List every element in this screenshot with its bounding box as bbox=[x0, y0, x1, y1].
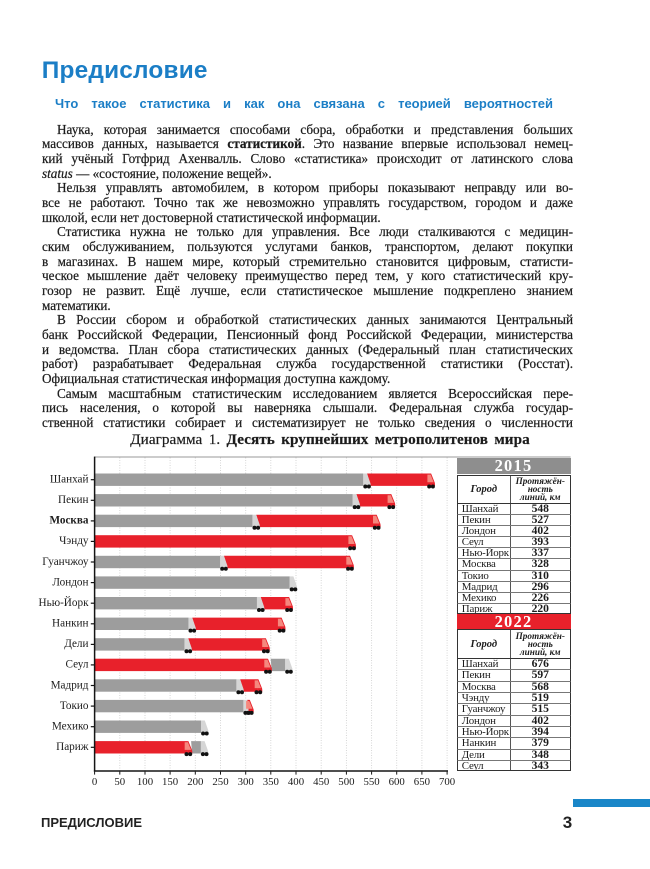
svg-text:100: 100 bbox=[137, 776, 153, 788]
svg-text:Чэнду: Чэнду bbox=[59, 535, 89, 547]
svg-text:Дели: Дели bbox=[64, 638, 88, 650]
svg-text:Москва: Москва bbox=[49, 515, 88, 527]
svg-text:Пекин: Пекин bbox=[58, 494, 88, 506]
svg-text:Гуанчжоу: Гуанчжоу bbox=[42, 556, 89, 568]
svg-text:Нанкин: Нанкин bbox=[52, 618, 88, 630]
svg-text:Мадрид: Мадрид bbox=[51, 679, 89, 691]
svg-text:200: 200 bbox=[187, 776, 203, 788]
svg-text:450: 450 bbox=[313, 776, 329, 788]
svg-text:Париж: Париж bbox=[56, 741, 89, 753]
svg-text:Сеул: Сеул bbox=[66, 659, 89, 671]
svg-text:Шанхай: Шанхай bbox=[50, 474, 89, 486]
svg-text:Мехико: Мехико bbox=[52, 721, 89, 733]
svg-text:650: 650 bbox=[414, 776, 430, 788]
svg-text:Токио: Токио bbox=[60, 700, 89, 712]
svg-text:0: 0 bbox=[92, 776, 97, 788]
svg-text:Лондон: Лондон bbox=[52, 576, 88, 588]
svg-text:700: 700 bbox=[439, 776, 455, 788]
svg-text:300: 300 bbox=[238, 776, 254, 788]
svg-text:400: 400 bbox=[288, 776, 304, 788]
svg-text:350: 350 bbox=[263, 776, 279, 788]
svg-text:50: 50 bbox=[114, 776, 125, 788]
svg-text:Нью-Йорк: Нью-Йорк bbox=[39, 597, 90, 609]
svg-text:250: 250 bbox=[212, 776, 228, 788]
svg-text:500: 500 bbox=[338, 776, 354, 788]
svg-text:600: 600 bbox=[389, 776, 405, 788]
svg-text:150: 150 bbox=[162, 776, 178, 788]
svg-text:550: 550 bbox=[363, 776, 379, 788]
